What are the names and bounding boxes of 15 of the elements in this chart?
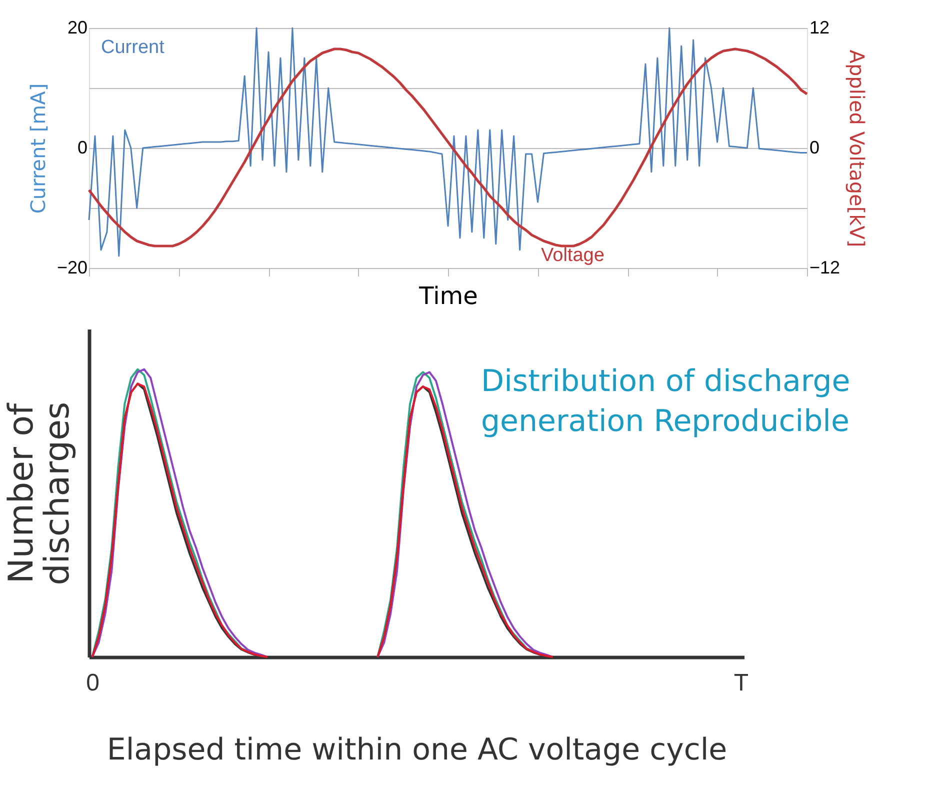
x-axis-title: Time xyxy=(418,282,478,310)
y-axis-title: Number of discharges xyxy=(2,402,78,586)
series-label: Voltage xyxy=(541,245,604,266)
y2-tick-label: 0 xyxy=(810,138,820,158)
y2-tick-label: 12 xyxy=(810,18,830,38)
y-tick-label: 0 xyxy=(77,138,88,158)
x-axis-title: Elapsed time within one AC voltage cycle xyxy=(106,732,728,768)
x-tick-label: T xyxy=(734,670,749,696)
y-axis-title: Current [mA] xyxy=(26,83,50,214)
y-tick-label: −20 xyxy=(56,258,88,278)
annotation: Distribution of discharge generation Reproducible xyxy=(481,364,850,439)
y2-axis-title: Applied Voltage[kV] xyxy=(845,50,870,248)
y2-tick-label: −12 xyxy=(810,258,840,278)
y-tick-label: 20 xyxy=(67,18,88,38)
text: Current xyxy=(101,37,166,58)
